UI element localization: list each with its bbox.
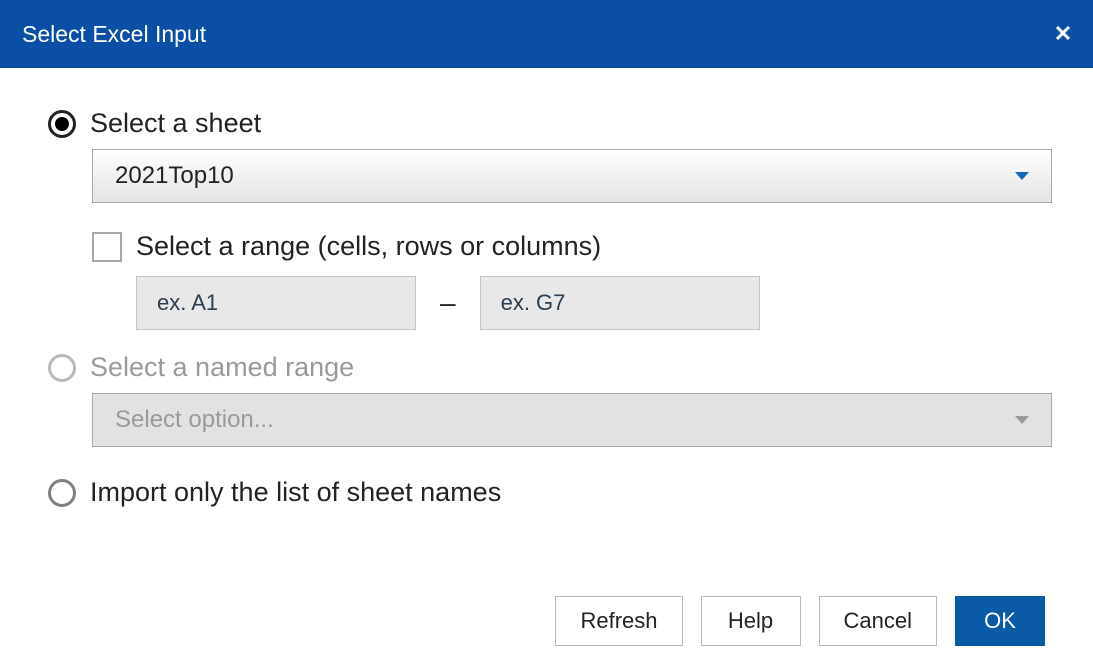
chevron-down-icon (1015, 172, 1029, 180)
range-to-input[interactable]: ex. G7 (480, 276, 760, 330)
option-named-range-row: Select a named range (48, 352, 1045, 383)
radio-dot-icon (55, 117, 69, 131)
close-icon: ✕ (1054, 21, 1072, 47)
option-select-sheet-label: Select a sheet (90, 108, 261, 139)
ok-button[interactable]: OK (955, 596, 1045, 646)
option-import-list-label: Import only the list of sheet names (90, 477, 501, 508)
range-inputs: ex. A1 – ex. G7 (136, 276, 1045, 330)
close-button[interactable]: ✕ (1033, 0, 1093, 68)
range-separator: – (440, 287, 456, 319)
help-button[interactable]: Help (701, 596, 801, 646)
dialog-content: Select a sheet 2021Top10 Select a range … (0, 68, 1093, 538)
select-range-row: Select a range (cells, rows or columns) (92, 231, 1045, 262)
titlebar: Select Excel Input ✕ (0, 0, 1093, 68)
range-to-placeholder: ex. G7 (501, 290, 566, 316)
option-named-range-label: Select a named range (90, 352, 354, 383)
range-from-input[interactable]: ex. A1 (136, 276, 416, 330)
window-title: Select Excel Input (22, 21, 206, 48)
refresh-button[interactable]: Refresh (555, 596, 682, 646)
option-select-sheet-row: Select a sheet (48, 108, 1045, 139)
chevron-down-icon (1015, 416, 1029, 424)
radio-select-sheet[interactable] (48, 110, 76, 138)
radio-import-list[interactable] (48, 479, 76, 507)
checkbox-select-range[interactable] (92, 232, 122, 262)
named-range-dropdown-value: Select option... (115, 406, 274, 434)
range-from-placeholder: ex. A1 (157, 290, 218, 316)
named-range-body: Select option... (92, 393, 1045, 447)
sheet-dropdown-value: 2021Top10 (115, 162, 234, 190)
cancel-button[interactable]: Cancel (819, 596, 937, 646)
dialog-footer: Refresh Help Cancel OK (555, 596, 1045, 646)
select-sheet-body: 2021Top10 Select a range (cells, rows or… (92, 149, 1045, 330)
option-import-list-row: Import only the list of sheet names (48, 477, 1045, 508)
select-range-label: Select a range (cells, rows or columns) (136, 231, 601, 262)
radio-named-range[interactable] (48, 354, 76, 382)
named-range-dropdown: Select option... (92, 393, 1052, 447)
sheet-dropdown[interactable]: 2021Top10 (92, 149, 1052, 203)
